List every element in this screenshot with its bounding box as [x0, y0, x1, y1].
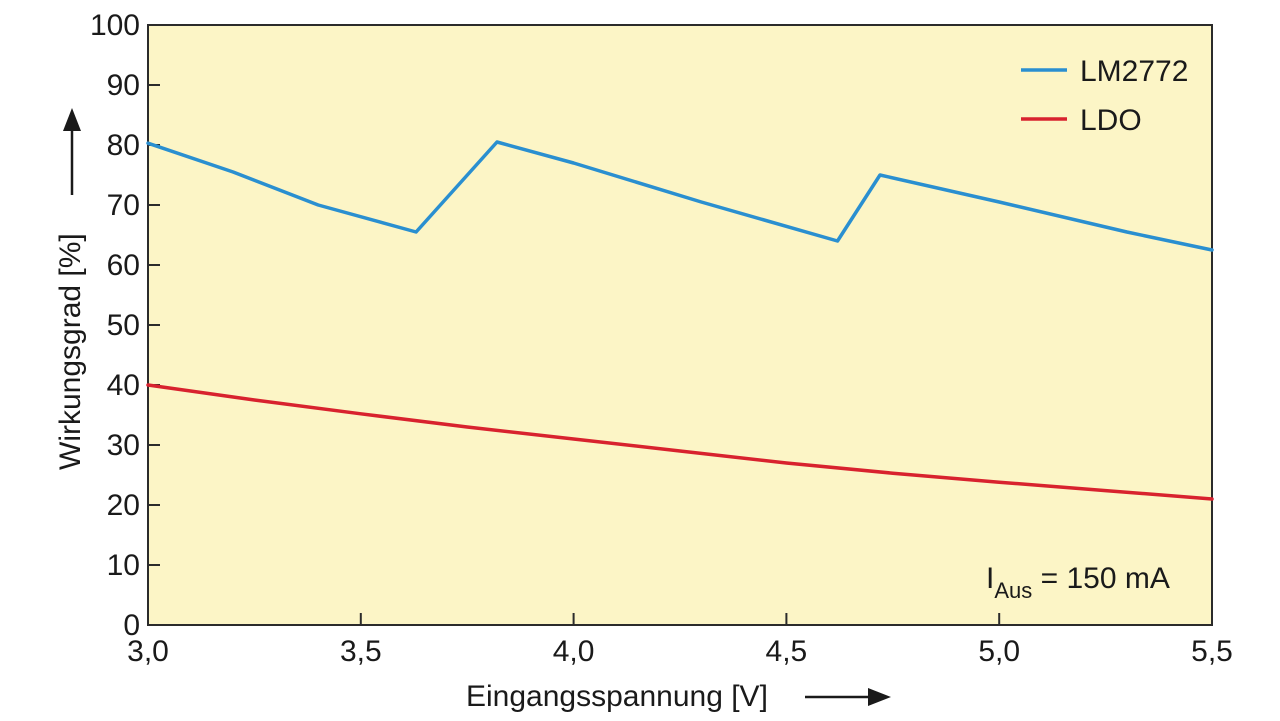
x-tick-label: 5,5: [1191, 635, 1233, 668]
legend-label-ldo: LDO: [1080, 104, 1142, 137]
y-tick-label: 80: [107, 129, 140, 162]
x-tick-label: 4,0: [553, 635, 595, 668]
y-tick-label: 70: [107, 189, 140, 222]
y-tick-label: 50: [107, 309, 140, 342]
legend: LM2772 LDO: [1021, 55, 1188, 137]
x-axis-arrow: [805, 688, 891, 706]
y-tick-label: 90: [107, 69, 140, 102]
x-axis-ticks: 3,0 3,5 4,0 4,5 5,0 5,5: [127, 613, 1233, 668]
current-annotation: IAus = 150 mA: [986, 562, 1170, 603]
y-axis-label: Wirkungsgrad [%]: [54, 233, 87, 470]
x-tick-label: 3,0: [127, 635, 169, 668]
x-tick-label: 5,0: [978, 635, 1020, 668]
y-axis-title: Wirkungsgrad [%]: [54, 233, 87, 470]
y-axis-arrow: [63, 108, 81, 195]
series-layer: [146, 140, 1214, 501]
legend-label-lm2772: LM2772: [1080, 55, 1188, 88]
plot-area: [147, 24, 1213, 626]
series-line-ldo: [146, 383, 1214, 501]
annotation-subscript: Aus: [994, 578, 1032, 603]
y-tick-label: 20: [107, 489, 140, 522]
y-tick-label: 60: [107, 249, 140, 282]
series-line-lm2772: [146, 140, 1214, 252]
y-tick-label: 10: [107, 549, 140, 582]
y-tick-label: 0: [123, 609, 140, 642]
x-axis-label: Eingangsspannung [V]: [466, 680, 768, 713]
annotation-text: = 150 mA: [1032, 562, 1170, 595]
y-tick-label: 100: [90, 9, 140, 42]
y-axis-ticks: 0 10 20 30 40 50 60 70 80 90 100: [90, 9, 160, 642]
x-tick-label: 3,5: [340, 635, 382, 668]
annotation-prefix: I: [986, 562, 994, 595]
x-tick-label: 4,5: [766, 635, 808, 668]
y-tick-label: 30: [107, 429, 140, 462]
y-tick-label: 40: [107, 369, 140, 402]
